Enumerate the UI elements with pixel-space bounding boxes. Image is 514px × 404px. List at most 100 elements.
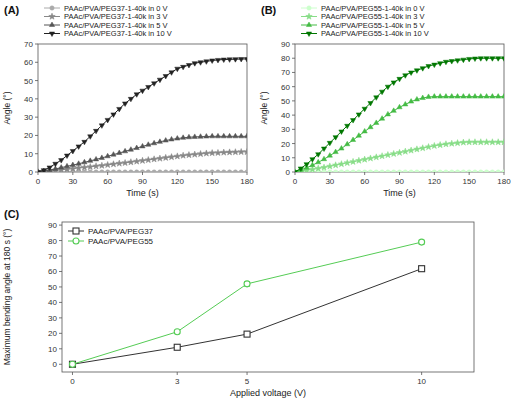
data-point [221,58,226,63]
y-tick-label: 10 [48,345,57,354]
data-point [70,162,75,167]
data-point [146,85,151,90]
data-point [233,170,237,172]
y-tick-label: 70 [281,68,290,77]
y-tick [59,240,62,241]
data-point [140,143,145,148]
data-point [239,170,243,172]
series-line [72,269,421,365]
legend-marker [73,228,79,234]
data-point [140,89,145,94]
data-point [221,133,226,138]
data-point [129,170,133,172]
data-point [356,113,361,118]
data-point [409,170,413,172]
data-point [368,124,373,129]
y-tick [59,333,62,334]
data-point [379,90,384,95]
data-point [198,61,203,66]
legend-label: PAAc/PVA/PEG37 [88,227,154,236]
data-point [122,102,127,107]
data-point [180,152,186,158]
data-point [327,163,333,169]
plot-data [38,57,247,172]
data-point [321,164,327,170]
data-point [373,154,379,160]
data-point [134,145,139,150]
data-point [374,170,378,172]
data-point [41,169,46,172]
data-point [484,170,488,172]
data-point [409,71,414,76]
data-point [157,155,163,161]
data-point [146,142,151,147]
x-tick [247,172,248,175]
data-point [198,134,203,139]
data-point [333,149,338,154]
plot-frame [295,44,504,172]
data-point [351,170,355,172]
data-point [379,153,385,159]
y-tick-label: 20 [281,140,290,149]
x-tick-label: 0 [293,177,298,186]
data-point [421,170,425,172]
data-point [93,163,99,169]
data-point [163,138,168,143]
data-point [472,139,478,145]
data-point [175,136,180,141]
y-tick [59,364,62,365]
y-tick [35,135,38,136]
data-point [134,93,139,98]
data-point [350,137,355,142]
y-tick-label: 40 [48,298,57,307]
data-point [59,165,64,170]
series-line [295,58,504,172]
data-point [397,77,402,82]
data-point [473,170,477,172]
x-tick [72,172,73,175]
x-tick [177,172,178,175]
data-point [479,170,483,172]
data-point [99,124,104,129]
data-point [216,170,220,172]
y-tick-label: 40 [24,95,33,104]
data-point [408,147,414,153]
data-point [443,141,449,147]
data-point [438,94,443,99]
panel-title: (B) [261,4,277,16]
data-point [59,159,64,164]
y-tick [292,115,295,116]
data-point [414,96,419,101]
x-axis-label: Time (s) [383,188,416,198]
y-axis-label: Maximum bending angle at 180 s (°) [2,229,12,366]
y-tick-label: 50 [281,97,290,106]
data-point [495,139,501,145]
x-tick-label: 150 [205,177,219,186]
data-point [81,164,87,170]
data-point [333,170,337,172]
data-point [438,62,443,66]
data-point [321,147,326,152]
data-point [215,149,221,155]
data-point [431,142,437,148]
data-point [192,134,197,139]
data-point [117,107,122,112]
data-point [332,162,338,168]
x-tick [72,372,73,375]
data-point [484,57,489,62]
x-tick-label: 30 [325,177,334,186]
series-line [38,136,247,172]
y-tick-label: 30 [48,314,57,323]
data-point [356,133,361,138]
y-tick [292,58,295,59]
y-tick [59,286,62,287]
data-point [157,139,162,144]
data-point [345,170,349,172]
data-point [140,170,144,172]
data-point [502,170,504,172]
x-tick-label: 0 [70,377,75,386]
data-point [385,85,390,90]
data-point [467,170,471,172]
data-point [197,151,203,157]
legend-marker [73,238,79,244]
